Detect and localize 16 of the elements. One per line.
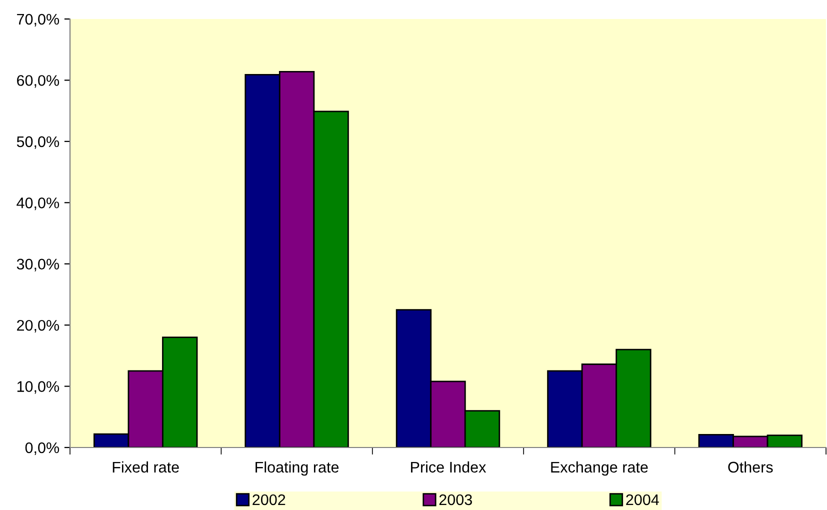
y-tick-label: 60,0% xyxy=(17,75,60,88)
x-tick-label: Exchange rate xyxy=(551,461,648,476)
x-tick-label: Price Index xyxy=(411,461,486,473)
y-tick-label: 50,0% xyxy=(16,136,60,149)
x-tick-label: Fixed rate xyxy=(112,461,179,473)
y-tick-label: 20,0% xyxy=(17,320,60,333)
y-tick-label: 10,0% xyxy=(17,381,60,394)
legend-label: 2002 xyxy=(252,494,286,506)
y-tick-label: 40,0% xyxy=(16,198,60,210)
y-tick-label: 70,0% xyxy=(17,14,60,26)
x-tick-label: Floating rate xyxy=(256,461,339,476)
x-tick-label: Others xyxy=(728,461,773,473)
y-tick-label: 30,0% xyxy=(16,258,60,272)
legend-label: 2003 xyxy=(439,494,472,506)
legend-label: 2004 xyxy=(626,494,659,506)
y-tick-label: 0,0% xyxy=(25,442,60,455)
